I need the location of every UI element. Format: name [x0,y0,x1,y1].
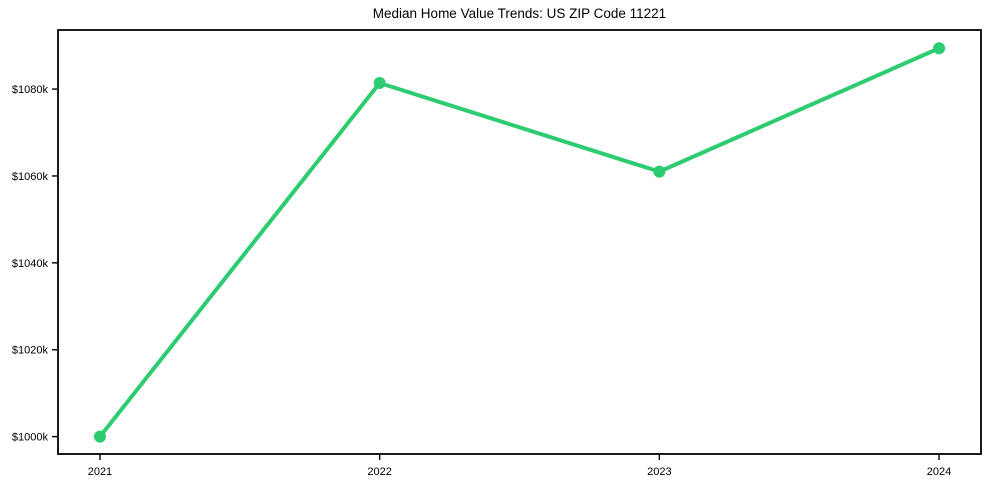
x-tick-label: 2021 [88,466,112,478]
data-point-2021 [93,430,106,443]
x-tick-label: 2023 [647,466,671,478]
y-tick-label: $1060k [12,171,49,183]
y-tick-label: $1040k [12,258,49,270]
data-point-2024 [933,42,946,55]
chart-title: Median Home Value Trends: US ZIP Code 11… [372,6,667,21]
y-tick-label: $1080k [12,84,49,96]
y-tick-label: $1020k [12,345,49,357]
x-tick-label: 2022 [367,466,391,478]
trend-line [97,46,942,439]
x-tick-label: 2024 [927,466,951,478]
y-tick-label: $1000k [12,432,49,444]
data-point-2022 [373,77,386,89]
data-point-2023 [653,165,666,178]
plot-border [57,29,982,455]
